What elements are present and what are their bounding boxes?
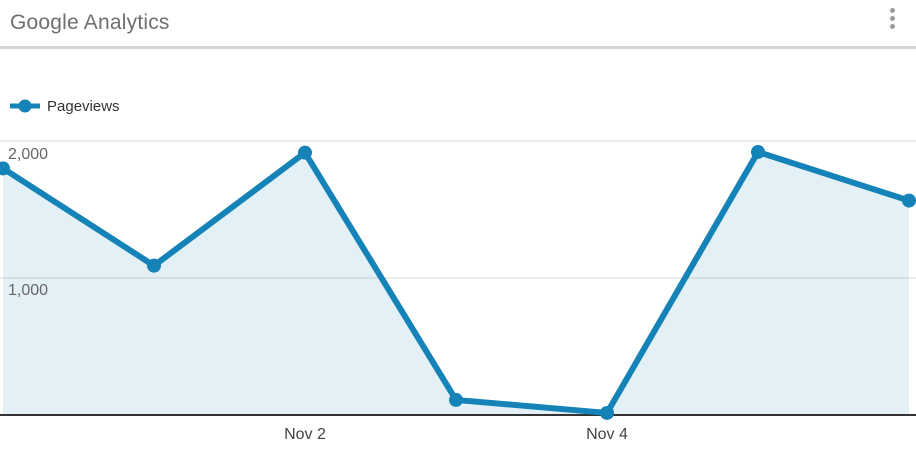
chart-legend: Pageviews: [10, 96, 120, 116]
data-point-marker[interactable]: [449, 392, 463, 407]
pageviews-area-fill: [3, 151, 909, 415]
legend-series-label: Pageviews: [47, 97, 120, 115]
data-point-marker[interactable]: [147, 258, 161, 273]
kebab-dot: [889, 23, 895, 29]
data-point-marker[interactable]: [751, 144, 765, 159]
kebab-menu-icon[interactable]: [885, 4, 899, 32]
widget-header: Google Analytics: [0, 0, 916, 49]
data-point-marker[interactable]: [0, 161, 10, 176]
data-point-marker[interactable]: [298, 145, 312, 160]
data-point-marker[interactable]: [600, 405, 614, 420]
legend-series-marker-icon: [10, 99, 40, 113]
data-point-marker[interactable]: [902, 193, 916, 208]
kebab-dot: [889, 7, 895, 13]
widget-title: Google Analytics: [10, 11, 170, 34]
kebab-dot: [889, 15, 895, 21]
